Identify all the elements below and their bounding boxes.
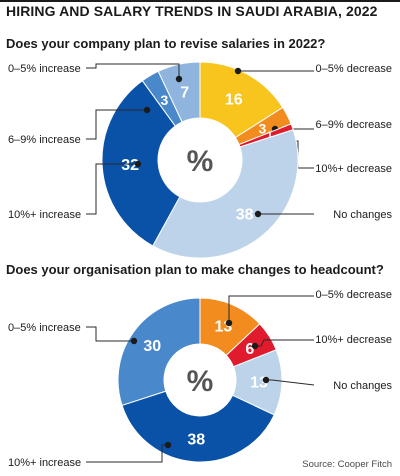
leader-dot-0-5pct-increase	[175, 75, 183, 83]
value-label-0-5pct-increase: 30	[143, 338, 161, 355]
category-label-6-9pct-decrease: 6–9% decrease	[316, 119, 392, 131]
value-label-6-9pct-increase: 3	[160, 92, 168, 108]
value-label-6-9pct-decrease: 3	[258, 120, 266, 136]
leader-dot-no-changes	[262, 376, 270, 384]
leader-dot-0-5pct-decrease	[234, 67, 242, 75]
leader-dot-6-9pct-increase	[143, 106, 151, 114]
category-label-0-5pct-decrease: 0–5% decrease	[316, 63, 392, 75]
category-label-10pctplus-increase: 10%+ increase	[8, 457, 81, 469]
donut-chart-1: 16 0–5% decrease 3 6–9% decrease 1 10%+ decre…	[8, 61, 392, 259]
slice-no-changes	[152, 129, 299, 259]
leader-dot-10pctplus-decrease	[251, 342, 259, 350]
leader-line-10pctplus-increase	[86, 163, 138, 215]
value-label-10pctplus-decrease: 1	[267, 130, 273, 142]
category-label-0-5pct-increase: 0–5% increase	[8, 322, 81, 334]
slice-10pctplus-increase	[121, 390, 275, 463]
leader-line-0-5pct-increase	[86, 63, 180, 79]
leader-dot-0-5pct-increase	[130, 337, 138, 345]
center-percent-label-1: %	[187, 145, 214, 178]
salary-question: Does your company plan to revise salarie…	[6, 36, 326, 51]
leader-line-0-5pct-increase	[86, 326, 134, 342]
value-label-0-5pct-decrease: 16	[225, 91, 243, 108]
page-title: HIRING AND SALARY TRENDS IN SAUDI ARABIA…	[6, 3, 378, 19]
category-label-0-5pct-decrease: 0–5% decrease	[316, 289, 392, 301]
category-label-no-changes: No changes	[333, 380, 392, 392]
headcount-question: Does your organisation plan to make chan…	[6, 262, 384, 277]
category-label-10pctplus-decrease: 10%+ decrease	[315, 334, 392, 346]
category-label-10pctplus-increase: 10%+ increase	[8, 209, 81, 221]
value-label-10pctplus-decrease: 6	[245, 341, 254, 358]
value-label-no-changes: 38	[236, 207, 254, 224]
value-label-10pctplus-increase: 32	[121, 157, 139, 174]
leader-dot-no-changes	[254, 210, 262, 218]
leader-dot-10pctplus-increase	[134, 160, 142, 168]
value-label-0-5pct-increase: 7	[180, 84, 189, 101]
leader-dot-0-5pct-decrease	[225, 319, 233, 327]
category-label-6-9pct-increase: 6–9% increase	[8, 134, 81, 146]
category-label-10pctplus-decrease: 10%+ decrease	[315, 163, 392, 175]
leader-dot-10pctplus-increase	[164, 441, 172, 449]
value-label-10pctplus-increase: 38	[187, 432, 205, 449]
center-percent-label-2: %	[187, 365, 214, 398]
slice-0-5pct-increase	[117, 297, 201, 406]
category-label-0-5pct-increase: 0–5% increase	[8, 63, 81, 75]
slice-0-5pct-increase	[157, 61, 201, 123]
source-note: Source: Cooper Fitch	[302, 459, 392, 470]
category-label-no-changes: No changes	[333, 209, 392, 221]
top-rule	[0, 0, 400, 2]
leader-line-6-9pct-increase	[86, 109, 147, 140]
